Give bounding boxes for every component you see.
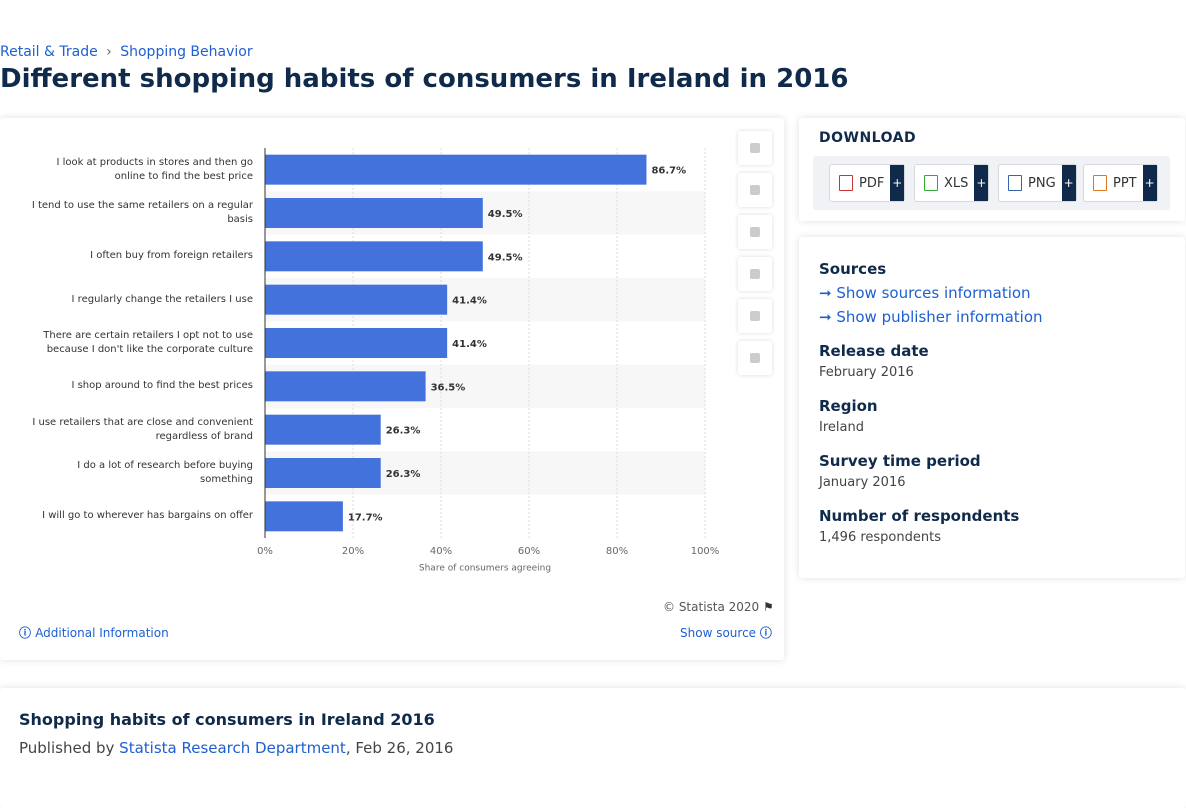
x-tick-label: 100% bbox=[691, 546, 720, 557]
x-axis-label: Share of consumers agreeing bbox=[419, 564, 551, 574]
category-label: I regularly change the retailers I use bbox=[23, 280, 253, 320]
published-by: Published by bbox=[19, 739, 115, 757]
value-label: 41.4% bbox=[452, 339, 487, 350]
category-label: I tend to use the same retailers on a re… bbox=[23, 193, 253, 233]
category-text: I regularly change the retailers I use bbox=[71, 293, 253, 305]
category-label: I use retailers that are close and conve… bbox=[23, 410, 253, 450]
link-text: Show sources information bbox=[836, 284, 1031, 302]
detail-value: 1,496 respondents bbox=[819, 530, 941, 545]
page-title: Different shopping habits of consumers i… bbox=[0, 64, 849, 94]
format-label: PDF bbox=[859, 175, 885, 191]
breadcrumb: Retail & Trade › Shopping Behavior bbox=[0, 44, 253, 60]
format-label: PPT bbox=[1113, 175, 1137, 191]
bar bbox=[265, 328, 448, 358]
publisher-link[interactable]: ➞ Show publisher information bbox=[819, 308, 1043, 326]
category-text: I use retailers that are close and conve… bbox=[32, 416, 253, 442]
format-label: XLS bbox=[944, 175, 969, 191]
category-text: I will go to wherever has bargains on of… bbox=[42, 510, 253, 522]
bar bbox=[265, 154, 647, 185]
sources-heading: Sources bbox=[819, 260, 887, 278]
value-label: 86.7% bbox=[651, 166, 686, 177]
detail-value: February 2016 bbox=[819, 365, 914, 380]
details-panel bbox=[799, 237, 1185, 578]
settings-button[interactable] bbox=[738, 215, 772, 249]
category-label: I do a lot of research before buying som… bbox=[23, 453, 253, 493]
category-label: I look at products in stores and then go… bbox=[23, 150, 253, 190]
cite-button[interactable] bbox=[738, 299, 772, 333]
value-label: 26.3% bbox=[386, 426, 421, 437]
x-tick-label: 80% bbox=[606, 546, 628, 557]
page: Retail & Trade › Shopping Behavior Diffe… bbox=[0, 44, 1185, 757]
value-label: 36.5% bbox=[431, 382, 466, 393]
plus: + bbox=[890, 165, 905, 201]
category-text: I tend to use the same retailers on a re… bbox=[31, 200, 253, 225]
chart: 0% 20% 40% 60% 80% 100% Share of consumers agr… bbox=[257, 148, 720, 574]
footer-published: Published by Statista Research Departmen… bbox=[19, 739, 453, 757]
category-label: There are certain retailers I opt not to… bbox=[23, 323, 253, 363]
publisher-link[interactable]: Statista Research Department bbox=[119, 739, 346, 757]
x-tick-label: 60% bbox=[518, 546, 540, 557]
bar bbox=[265, 198, 483, 228]
bar bbox=[265, 414, 381, 445]
footer-title: Shopping habits of consumers in Ireland … bbox=[19, 710, 435, 729]
detail-label: Number of respondents bbox=[819, 507, 1020, 525]
category-label: I often buy from foreign retailers bbox=[23, 236, 253, 276]
breadcrumb-link[interactable]: Retail & Trade bbox=[0, 44, 98, 60]
plus: + bbox=[974, 165, 989, 201]
format-label: PNG bbox=[1028, 175, 1056, 191]
value-label: 41.4% bbox=[452, 296, 487, 307]
value-label: 49.5% bbox=[488, 252, 523, 263]
link-text: Show publisher information bbox=[836, 308, 1043, 326]
additional-info-link[interactable]: ⓘ Additional Information bbox=[19, 626, 169, 640]
value-label: 49.5% bbox=[488, 209, 523, 220]
x-tick-label: 0% bbox=[257, 546, 273, 557]
download-ppt[interactable]: PPT + bbox=[1083, 164, 1158, 202]
print-button[interactable] bbox=[738, 341, 772, 375]
alert-button[interactable] bbox=[738, 173, 772, 207]
plus: + bbox=[1061, 165, 1076, 201]
copyright: © Statista 2020 ⚑ bbox=[663, 600, 774, 614]
plus: + bbox=[1142, 165, 1157, 201]
copyright-text: © Statista 2020 bbox=[663, 600, 760, 614]
category-text: There are certain retailers I opt not to… bbox=[43, 330, 253, 355]
detail-label: Region bbox=[819, 397, 878, 415]
detail-label: Survey time period bbox=[819, 452, 981, 470]
category-label: I will go to wherever has bargains on of… bbox=[23, 496, 253, 536]
download-heading: DOWNLOAD bbox=[819, 130, 917, 146]
download-png[interactable]: PNG + bbox=[998, 164, 1077, 202]
category-text: I do a lot of research before buying som… bbox=[77, 460, 253, 485]
show-source-link[interactable]: Show source ⓘ bbox=[680, 626, 772, 640]
bar bbox=[265, 458, 381, 488]
download-xls[interactable]: XLS + bbox=[914, 164, 990, 202]
favorite-button[interactable] bbox=[738, 131, 772, 165]
x-tick-label: 20% bbox=[342, 546, 364, 557]
x-tick-label: 40% bbox=[430, 546, 452, 557]
detail-value: Ireland bbox=[819, 420, 864, 435]
bar bbox=[265, 501, 343, 532]
show-source-text: Show source bbox=[680, 626, 757, 640]
share-button[interactable] bbox=[738, 257, 772, 291]
detail-label: Release date bbox=[819, 342, 929, 360]
bar bbox=[265, 371, 426, 402]
category-label: I shop around to find the best prices bbox=[23, 366, 253, 406]
download-pdf[interactable]: PDF + bbox=[829, 164, 906, 202]
category-text: I shop around to find the best prices bbox=[71, 380, 253, 392]
additional-info-text: Additional Information bbox=[35, 626, 169, 640]
value-label: 17.7% bbox=[348, 512, 383, 523]
bar bbox=[265, 241, 483, 272]
sources-link[interactable]: ➞ Show sources information bbox=[819, 284, 1031, 302]
value-label: 26.3% bbox=[386, 469, 421, 480]
publish-date: , Feb 26, 2016 bbox=[345, 739, 454, 757]
detail-value: January 2016 bbox=[819, 475, 906, 490]
category-text: I often buy from foreign retailers bbox=[90, 250, 253, 262]
category-text: I look at products in stores and then go… bbox=[56, 156, 253, 182]
breadcrumb-link[interactable]: Shopping Behavior bbox=[120, 44, 253, 60]
bar bbox=[265, 284, 448, 315]
